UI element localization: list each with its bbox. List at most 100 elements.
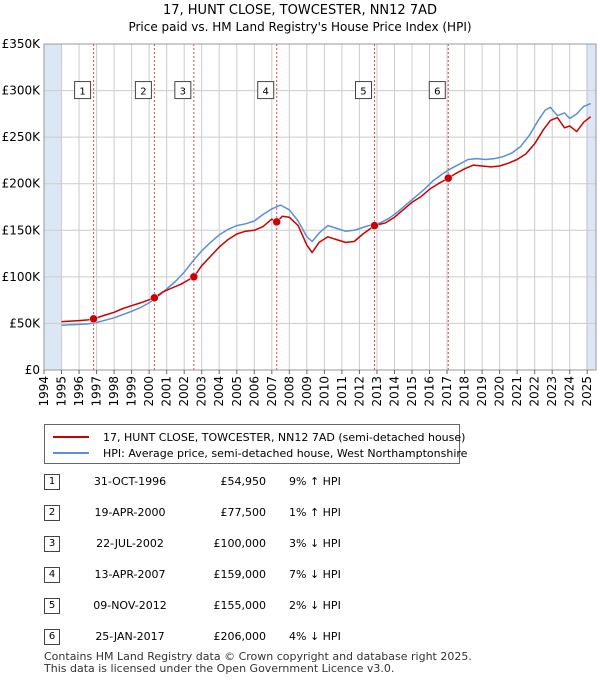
sale-date: 25-JAN-2017 bbox=[95, 630, 165, 643]
legend-swatch-hpi bbox=[53, 452, 89, 454]
x-tick-label: 1998 bbox=[107, 376, 121, 407]
plot-area bbox=[43, 43, 597, 371]
sale-number-badge: 5 bbox=[44, 598, 60, 614]
sale-price: £77,500 bbox=[220, 506, 267, 519]
chart-title: 17, HUNT CLOSE, TOWCESTER, NN12 7AD bbox=[163, 3, 437, 18]
sale-marker-box bbox=[134, 81, 152, 100]
x-tick-label: 2003 bbox=[195, 376, 209, 407]
sale-number-badge: 3 bbox=[44, 536, 60, 552]
x-tick-label: 2020 bbox=[493, 376, 507, 407]
sale-point bbox=[150, 293, 159, 303]
sale-marker-box bbox=[257, 81, 275, 100]
sale-point bbox=[89, 314, 98, 324]
x-tick-label: 2013 bbox=[370, 376, 384, 407]
footer-line-copyright: Contains HM Land Registry data © Crown c… bbox=[44, 650, 472, 663]
x-tick-label: 2000 bbox=[142, 376, 156, 407]
chart-subtitle: Price paid vs. HM Land Registry's House … bbox=[128, 20, 471, 34]
table-row: 4 13-APR-2007 £159,000 7% ↓ HPI bbox=[44, 567, 424, 587]
x-tick-label: 2008 bbox=[282, 376, 296, 407]
sale-number-badge: 1 bbox=[44, 474, 60, 490]
sale-point bbox=[189, 272, 199, 282]
footer-line-licence: This data is licensed under the Open Gov… bbox=[44, 662, 395, 675]
sale-marker-label: 1 bbox=[79, 87, 85, 98]
sale-date: 09-NOV-2012 bbox=[93, 599, 167, 612]
sale-price: £206,000 bbox=[213, 630, 267, 643]
x-tick-label: 2002 bbox=[177, 376, 191, 407]
sale-price: £159,000 bbox=[213, 568, 267, 581]
shaded-region bbox=[44, 44, 62, 370]
sale-marker-label: 4 bbox=[263, 87, 269, 98]
x-tick-label: 1995 bbox=[55, 376, 69, 407]
x-tick-label: 2004 bbox=[212, 376, 226, 407]
sale-point bbox=[272, 217, 281, 227]
sale-marker-box bbox=[354, 81, 372, 100]
sale-price: £54,950 bbox=[220, 475, 267, 488]
x-tick-label: 2014 bbox=[387, 376, 401, 407]
sale-hpi-diff: 9% ↑ HPI bbox=[289, 475, 341, 488]
x-tick-label: 2011 bbox=[335, 376, 349, 407]
x-tick-label: 2021 bbox=[510, 376, 524, 407]
x-tick-label: 2015 bbox=[405, 376, 419, 407]
sale-marker-box bbox=[74, 81, 92, 100]
sale-marker-label: 6 bbox=[434, 87, 440, 98]
y-tick-label: £150K bbox=[2, 223, 42, 237]
y-tick-label: £50K bbox=[9, 316, 41, 330]
sale-date: 13-APR-2007 bbox=[94, 568, 166, 581]
legend-item-hpi: HPI: Average price, semi-detached house,… bbox=[53, 445, 467, 461]
x-tick-label: 2012 bbox=[352, 376, 366, 407]
legend-swatch-property bbox=[53, 436, 89, 438]
shaded-region bbox=[585, 44, 596, 370]
x-tick-label: 2006 bbox=[247, 376, 261, 407]
x-tick-label: 2007 bbox=[265, 376, 279, 407]
x-tick-label: 2005 bbox=[230, 376, 244, 407]
sale-price: £100,000 bbox=[213, 537, 267, 550]
y-tick-label: £250K bbox=[2, 130, 42, 144]
table-row: 6 25-JAN-2017 £206,000 4% ↓ HPI bbox=[44, 629, 424, 649]
x-tick-label: 2019 bbox=[475, 376, 489, 407]
table-row: 3 22-JUL-2002 £100,000 3% ↓ HPI bbox=[44, 536, 424, 556]
x-tick-label: 1997 bbox=[90, 376, 104, 407]
x-tick-label: 2025 bbox=[580, 376, 594, 407]
sale-date: 22-JUL-2002 bbox=[96, 537, 164, 550]
table-row: 5 09-NOV-2012 £155,000 2% ↓ HPI bbox=[44, 598, 424, 618]
table-row: 2 19-APR-2000 £77,500 1% ↑ HPI bbox=[44, 505, 424, 525]
legend: 17, HUNT CLOSE, TOWCESTER, NN12 7AD (sem… bbox=[44, 424, 467, 464]
sale-hpi-diff: 4% ↓ HPI bbox=[289, 630, 341, 643]
x-tick-label: 2022 bbox=[528, 376, 542, 407]
legend-label-property: 17, HUNT CLOSE, TOWCESTER, NN12 7AD (sem… bbox=[103, 430, 466, 444]
property-price-line bbox=[61, 116, 592, 323]
sale-hpi-diff: 2% ↓ HPI bbox=[289, 599, 341, 612]
sale-point bbox=[370, 221, 379, 230]
legend-item-property: 17, HUNT CLOSE, TOWCESTER, NN12 7AD (sem… bbox=[53, 429, 465, 445]
x-tick-label: 2023 bbox=[545, 376, 559, 407]
sale-point bbox=[444, 173, 453, 183]
price-chart: 17, HUNT CLOSE, TOWCESTER, NN12 7AD Pric… bbox=[2, 3, 597, 407]
sale-marker-box bbox=[174, 81, 192, 100]
sale-number-badge: 4 bbox=[44, 567, 60, 583]
legend-label-hpi: HPI: Average price, semi-detached house,… bbox=[103, 446, 468, 460]
sale-date: 31-OCT-1996 bbox=[93, 475, 167, 488]
sale-number-badge: 2 bbox=[44, 505, 60, 521]
x-tick-label: 2016 bbox=[423, 376, 437, 407]
footer-notice: Contains HM Land Registry data © Crown c… bbox=[44, 651, 472, 675]
y-tick-label: £0 bbox=[25, 363, 40, 377]
x-tick-label: 1999 bbox=[125, 376, 139, 407]
x-tick-label: 1996 bbox=[72, 376, 86, 407]
sale-marker-label: 2 bbox=[140, 87, 146, 98]
sale-hpi-diff: 3% ↓ HPI bbox=[289, 537, 341, 550]
sale-price: £155,000 bbox=[213, 599, 267, 612]
table-row: 1 31-OCT-1996 £54,950 9% ↑ HPI bbox=[44, 474, 424, 494]
sale-number-badge: 6 bbox=[44, 629, 60, 645]
y-tick-label: £300K bbox=[2, 84, 42, 98]
sale-hpi-diff: 1% ↑ HPI bbox=[289, 506, 341, 519]
x-tick-label: 1994 bbox=[37, 376, 51, 407]
sale-hpi-diff: 7% ↓ HPI bbox=[289, 568, 341, 581]
sale-marker-label: 5 bbox=[360, 87, 366, 98]
x-tick-label: 2001 bbox=[160, 376, 174, 407]
x-tick-label: 2017 bbox=[440, 376, 454, 407]
x-tick-label: 2009 bbox=[300, 376, 314, 407]
sale-marker-label: 3 bbox=[180, 87, 186, 98]
x-tick-label: 2024 bbox=[563, 376, 577, 407]
x-tick-label: 2010 bbox=[317, 376, 331, 407]
sale-date: 19-APR-2000 bbox=[94, 506, 166, 519]
